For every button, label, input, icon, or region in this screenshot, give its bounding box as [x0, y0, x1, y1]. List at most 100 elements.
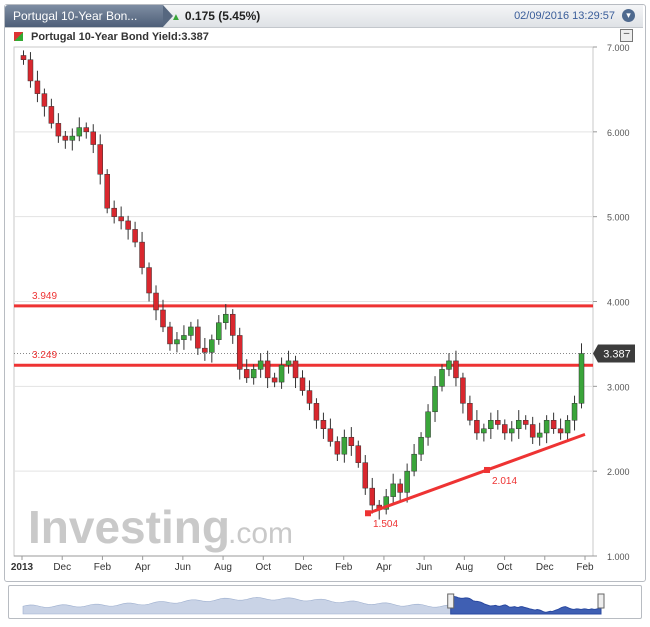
candle-body: [529, 424, 536, 438]
candle-body: [320, 420, 327, 429]
candle-body: [27, 59, 34, 82]
navigator-handle: [597, 593, 605, 609]
candle-body: [111, 207, 117, 217]
candle-body: [495, 420, 501, 425]
candle-body: [355, 445, 362, 463]
x-axis: 2013 Dec Feb Apr Jun Aug Oct Dec Feb Apr Jun Aug Oct…: [11, 555, 594, 573]
candle-body: [41, 93, 48, 107]
candle-body: [250, 369, 257, 379]
candle-body: [167, 326, 173, 345]
current-value-label: 3.387: [603, 349, 631, 361]
candle-body: [425, 411, 431, 438]
candle-body: [285, 360, 292, 366]
candle-body: [209, 339, 215, 353]
trendline-line: [367, 432, 586, 515]
candle-body: [369, 487, 376, 506]
candle-body: [536, 432, 543, 438]
current-value-tag: 3.387: [593, 344, 635, 363]
candle-body: [90, 131, 96, 145]
candle-body: [488, 420, 494, 429]
candle-body: [139, 241, 145, 268]
y-tick-label: 1.000: [607, 552, 630, 562]
candle-legend-icon: [14, 32, 23, 41]
candle-body: [125, 220, 131, 230]
candle-body: [460, 377, 466, 404]
candle-body: [104, 174, 110, 209]
candle-body: [404, 470, 410, 493]
candle-body: [383, 496, 389, 510]
candle-body: [341, 436, 348, 455]
candle-body: [397, 483, 403, 493]
candle-body: [481, 428, 487, 434]
candle-body: [76, 127, 83, 137]
candle-body: [62, 135, 69, 141]
candle-body: [153, 292, 159, 311]
candle-body: [69, 135, 76, 141]
candle-body: [557, 428, 564, 434]
candle-body: [264, 360, 271, 379]
minimize-button[interactable]: –: [620, 29, 633, 42]
candle-body: [578, 353, 585, 404]
candle-body: [223, 313, 229, 323]
candle-body: [97, 144, 103, 175]
navigator[interactable]: [8, 585, 642, 619]
candle-body: [306, 390, 313, 404]
candle-body: [509, 428, 515, 434]
timestamp: 02/09/2016 13:29:57: [514, 10, 615, 22]
candle-body: [132, 229, 138, 243]
candle-body: [160, 309, 166, 328]
x-tick-label: Jun: [175, 562, 191, 573]
current-value-box: [593, 344, 635, 363]
candle-body: [34, 80, 41, 94]
candle-body: [216, 322, 222, 340]
candle-body: [474, 420, 480, 434]
watermark-brand: Investing: [28, 501, 230, 553]
x-tick-label: Apr: [135, 562, 151, 573]
instrument-tab[interactable]: Portugal 10-Year Bon...: [5, 5, 173, 27]
candlestick-series: [20, 50, 585, 520]
trendline-label: 2.014: [492, 476, 517, 487]
watermark: Investing .com: [28, 501, 293, 553]
x-tick-label: Dec: [536, 562, 554, 573]
x-tick-label: Oct: [256, 562, 272, 573]
trendline[interactable]: 1.504 2.014: [365, 432, 586, 530]
candle-body: [48, 106, 55, 124]
candle-body: [390, 483, 396, 497]
chart-header: Portugal 10-Year Bon... ▲ 0.175 (5.45%) 0…: [5, 5, 643, 28]
price-chart[interactable]: Investing .com 3.949 3.249 1.504 2.014 7.0…: [0, 0, 650, 582]
trendline-anchor: [365, 510, 371, 517]
candle-body: [348, 436, 355, 446]
x-tick-label: Apr: [376, 562, 392, 573]
horizontal-line-label: 3.949: [32, 291, 57, 302]
support-resistance-lines[interactable]: 3.949 3.249: [14, 291, 593, 367]
candle-body: [502, 424, 508, 434]
chart-legend: Portugal 10-Year Bond Yield:3.387: [14, 30, 209, 44]
candle-body: [564, 420, 571, 434]
x-tick-label: Dec: [295, 562, 313, 573]
navigator-chart[interactable]: [9, 586, 641, 618]
candle-body: [195, 326, 201, 349]
y-tick-label: 4.000: [607, 298, 630, 308]
candle-body: [118, 216, 124, 222]
y-axis: 7.000 6.000 5.000 4.000 3.000 2.000 1.000: [593, 43, 630, 562]
candle-body: [181, 335, 187, 340]
candle-body: [432, 386, 438, 413]
candle-body: [522, 420, 529, 425]
settings-icon[interactable]: ▾: [622, 9, 635, 22]
x-tick-label: Dec: [53, 562, 71, 573]
y-tick-label: 2.000: [607, 467, 630, 477]
candle-body: [362, 462, 369, 489]
candle-body: [334, 441, 341, 455]
arrow-up-icon: ▲: [171, 12, 181, 23]
candle-body: [83, 127, 90, 133]
candle-body: [229, 313, 236, 336]
x-tick-label: Oct: [497, 562, 513, 573]
legend-label: Portugal 10-Year Bond Yield:3.387: [31, 31, 209, 43]
candle-body: [146, 267, 152, 294]
candle-body: [278, 364, 285, 383]
candle-body: [174, 339, 180, 345]
navigator-history: [22, 597, 452, 615]
y-tick-label: 3.000: [607, 382, 630, 392]
candle-body: [292, 360, 299, 379]
candle-body: [271, 377, 278, 383]
